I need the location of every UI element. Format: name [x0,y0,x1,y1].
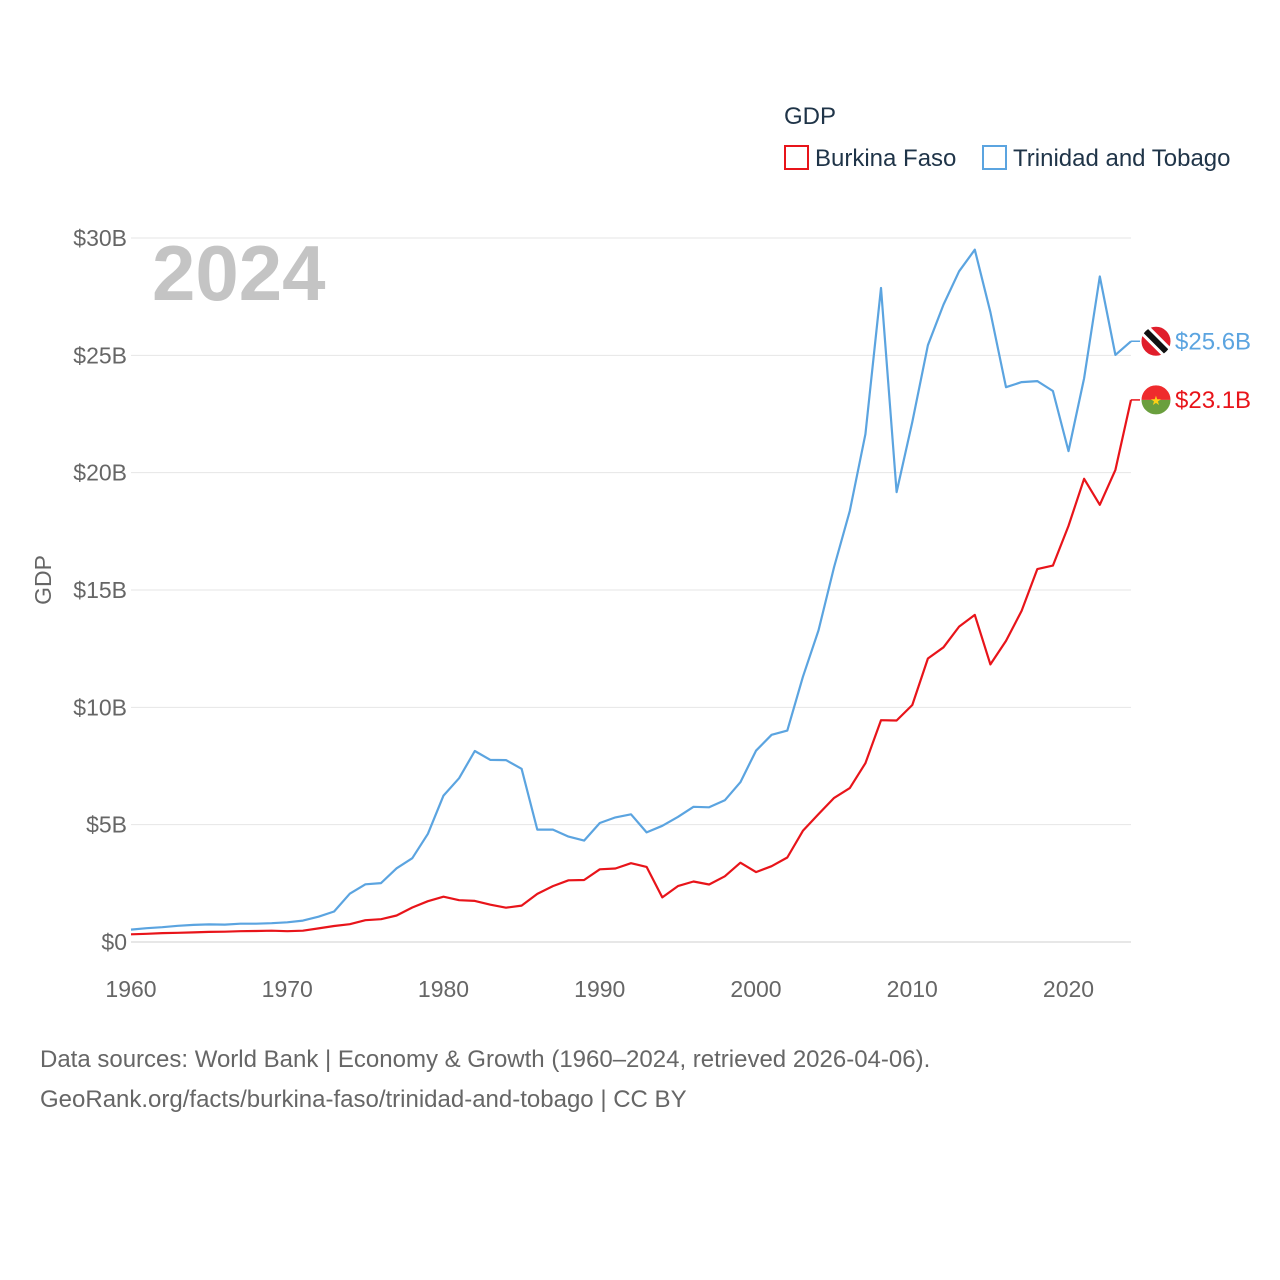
legend-title: GDP [784,103,836,130]
chart-footer: Data sources: World Bank | Economy & Gro… [40,1040,930,1120]
y-tick-label: $10B [73,694,127,720]
flag-body: ★ [1141,384,1171,415]
y-axis-title: GDP [30,555,56,605]
x-axis-ticks: 1960 1970 1980 1990 2000 2010 2020 [105,976,1094,1002]
y-tick-label: $0 [101,929,127,955]
legend-label-trinidad-and-tobago: Trinidad and Tobago [1013,145,1231,172]
y-axis-ticks: $0 $5B $10B $15B $20B $25B $30B [73,225,127,955]
y-tick-label: $15B [73,577,127,603]
end-value-label-trinidad-and-tobago: $25.6B [1175,328,1251,355]
y-tick-label: $25B [73,342,127,368]
x-tick-label: 2020 [1043,976,1094,1002]
end-value-label-burkina-faso: $23.1B [1175,387,1251,414]
x-tick-label: 1970 [262,976,313,1002]
series-lines [130,248,1133,936]
legend-swatch-trinidad-and-tobago [982,145,1007,170]
flag-red-band [1141,384,1171,400]
trinidad-and-tobago-flag-icon [1140,325,1172,357]
series-line-burkina-faso [130,399,1133,936]
x-tick-label: 1980 [418,976,469,1002]
flag-green-band [1141,399,1171,415]
data-source-note: Data sources: World Bank | Economy & Gro… [40,1046,931,1073]
y-tick-label: $20B [73,460,127,486]
burkina-faso-flag-icon: ★ [1140,384,1172,416]
source-link[interactable]: GeoRank.org/facts/burkina-faso/trinidad-… [40,1086,687,1113]
legend-swatch-burkina-faso [784,145,809,170]
series-end-markers: ★ $23.1B $25.6B [1131,325,1251,416]
legend-label-burkina-faso: Burkina Faso [815,145,956,172]
flag-outline [1140,384,1172,416]
flag-star-icon: ★ [1150,393,1162,408]
flag-body [1141,326,1171,357]
legend: GDP Burkina Faso Trinidad and Tobago [784,103,1231,172]
x-tick-label: 1990 [574,976,625,1002]
flag-outline [1140,325,1172,357]
x-tick-label: 1960 [105,976,156,1002]
x-tick-label: 2010 [887,976,938,1002]
x-tick-label: 2000 [730,976,781,1002]
gridlines [131,237,1131,943]
year-label: 2024 [152,229,326,317]
series-line-trinidad-and-tobago [130,248,1132,931]
y-tick-label: $5B [86,812,127,838]
y-tick-label: $30B [73,225,127,251]
